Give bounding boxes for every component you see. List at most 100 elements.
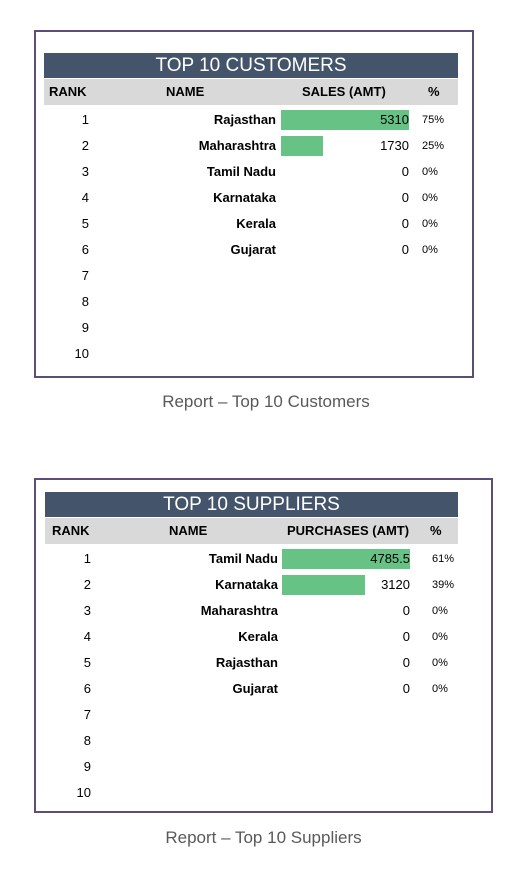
customers-value-cell: 0 [401,164,409,179]
suppliers-rank-cell: 5 [83,655,91,670]
customers-row: 4 Karnataka 0 0% [44,185,458,211]
customers-row: 2 Maharashtra 1730 25% [44,133,458,159]
suppliers-pct-cell: 0% [432,605,448,617]
customers-row: 5 Kerala 0 0% [44,211,458,237]
suppliers-value-cell: 0 [402,629,410,644]
customers-name-cell [104,341,276,367]
suppliers-name-cell: Maharashtra [200,603,278,618]
suppliers-row: 3 Maharashtra 0 0% [45,598,458,624]
suppliers-row: 4 Kerala 0 0% [45,624,458,650]
customers-header-rank: RANK [49,84,87,99]
customers-header-pct: % [428,84,440,99]
customers-rank-cell: 5 [81,216,89,231]
customers-pct-cell: 0% [422,166,438,178]
customers-pct-cell: 0% [422,244,438,256]
suppliers-value-cell: 4785.5 [370,551,410,566]
suppliers-name-cell: Kerala [238,629,278,644]
customers-name-cell [104,315,276,341]
suppliers-rank-cell: 1 [83,551,91,566]
customers-rank-cell: 9 [81,320,89,335]
suppliers-row: 6 Gujarat 0 0% [45,676,458,702]
suppliers-value-cell [282,754,410,780]
customers-name-cell: Rajasthan [213,112,276,127]
customers-header-sales: SALES (AMT) [302,84,386,99]
customers-pct-cell: 0% [422,192,438,204]
suppliers-row: 8 [45,728,458,754]
suppliers-pct-cell: 61% [432,553,455,565]
suppliers-value-cell [282,780,410,806]
customers-caption: Report – Top 10 Customers [162,392,370,411]
customers-rank-cell: 1 [81,112,89,127]
customers-name-cell: Karnataka [213,190,276,205]
customers-value-cell: 0 [401,216,409,231]
suppliers-caption: Report – Top 10 Suppliers [165,828,362,847]
suppliers-value-cell: 3120 [381,577,410,592]
customers-rank-cell: 4 [81,190,89,205]
customers-value-cell [281,263,409,289]
customers-row: 3 Tamil Nadu 0 0% [44,159,458,185]
suppliers-panel: TOP 10 SUPPLIERS RANK NAME PURCHASES (AM… [34,478,493,813]
suppliers-value-cell: 0 [402,603,410,618]
customers-pct-cell: 75% [422,114,445,126]
suppliers-rank-cell: 4 [83,629,91,644]
customers-row: 7 [44,263,458,289]
customers-value-cell [281,289,409,315]
customers-row: 10 [44,341,458,367]
suppliers-name-cell [105,702,278,728]
customers-rank-cell: 7 [81,268,89,283]
suppliers-data-bar [282,575,365,595]
suppliers-title: TOP 10 SUPPLIERS [45,492,458,517]
suppliers-header-name: NAME [169,523,208,538]
suppliers-name-cell [105,728,278,754]
suppliers-pct-cell: 39% [432,579,455,591]
suppliers-name-cell [105,780,278,806]
suppliers-rank-cell: 10 [76,785,91,800]
customers-row: 9 [44,315,458,341]
suppliers-row: 10 [45,780,458,806]
customers-row: 8 [44,289,458,315]
customers-row: 6 Gujarat 0 0% [44,237,458,263]
suppliers-row: 7 [45,702,458,728]
suppliers-rank-cell: 8 [83,733,91,748]
suppliers-name-cell: Rajasthan [215,655,278,670]
customers-name-cell: Gujarat [230,242,276,257]
suppliers-header-pct: % [430,523,442,538]
customers-value-cell [281,315,409,341]
suppliers-header-rank: RANK [52,523,90,538]
customers-panel: TOP 10 CUSTOMERS RANK NAME SALES (AMT) %… [34,30,474,378]
customers-data-bar [281,110,409,130]
customers-name-cell: Kerala [236,216,276,231]
suppliers-pct-cell: 0% [432,683,448,695]
suppliers-rank-cell: 3 [83,603,91,618]
suppliers-row: 9 [45,754,458,780]
customers-rank-cell: 6 [81,242,89,257]
customers-pct-cell: 0% [422,218,438,230]
customers-pct-cell: 25% [422,140,445,152]
customers-value-cell: 0 [401,242,409,257]
suppliers-name-cell: Gujarat [232,681,278,696]
suppliers-row: 2 Karnataka 3120 39% [45,572,458,598]
customers-rank-cell: 3 [81,164,89,179]
customers-name-cell: Maharashtra [198,138,276,153]
suppliers-name-cell: Tamil Nadu [208,551,278,566]
customers-title: TOP 10 CUSTOMERS [44,53,458,78]
customers-value-cell: 0 [401,190,409,205]
suppliers-header-purchases: PURCHASES (AMT) [287,523,410,538]
suppliers-data-bar [282,549,410,569]
suppliers-name-cell: Karnataka [215,577,278,592]
customers-value-cell: 5310 [380,112,409,127]
suppliers-row: 5 Rajasthan 0 0% [45,650,458,676]
customers-rank-cell: 8 [81,294,89,309]
suppliers-name-cell [105,754,278,780]
suppliers-row: 1 Tamil Nadu 4785.5 61% [45,546,458,572]
customers-name-cell [104,263,276,289]
customers-row: 1 Rajasthan 5310 75% [44,107,458,133]
suppliers-header-row: RANK NAME PURCHASES (AMT) % [45,518,458,544]
customers-header-row: RANK NAME SALES (AMT) % [44,79,458,105]
suppliers-rank-cell: 2 [83,577,91,592]
customers-header-name: NAME [166,84,205,99]
customers-rank-cell: 2 [81,138,89,153]
suppliers-pct-cell: 0% [432,657,448,669]
suppliers-rank-cell: 9 [83,759,91,774]
customers-rank-cell: 10 [74,346,89,361]
